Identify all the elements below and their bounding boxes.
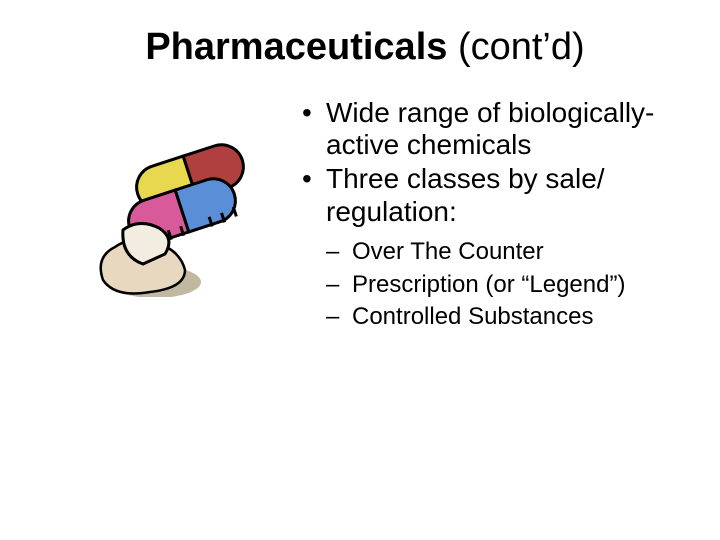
sub-bullet-item: Controlled Substances (300, 303, 660, 332)
bullet-item: Three classes by sale/ regulation: (300, 163, 660, 227)
image-column (70, 97, 300, 302)
pills-clipart-icon (70, 137, 290, 297)
bullet-text: Three classes by sale/ regulation: (326, 163, 605, 226)
bullet-list-level2: Over The Counter Prescription (or “Legen… (300, 238, 660, 332)
sub-bullet-item: Prescription (or “Legend”) (300, 271, 660, 300)
sub-bullet-item: Over The Counter (300, 238, 660, 267)
bullet-list-level1: Wide range of biologically-active chemic… (300, 97, 660, 228)
bullet-text: Wide range of biologically-active chemic… (326, 97, 654, 160)
slide: Pharmaceuticals (cont’d) (0, 0, 720, 540)
bullet-text: Prescription (or “Legend”) (352, 271, 625, 298)
bullet-item: Wide range of biologically-active chemic… (300, 97, 660, 161)
title-bold: Pharmaceuticals (145, 26, 447, 68)
content-row: Wide range of biologically-active chemic… (70, 97, 660, 336)
bullet-text: Controlled Substances (352, 303, 593, 330)
bullet-text: Over The Counter (352, 238, 544, 265)
title-rest: (cont’d) (447, 26, 584, 68)
text-column: Wide range of biologically-active chemic… (300, 97, 660, 336)
slide-title: Pharmaceuticals (cont’d) (70, 26, 660, 69)
